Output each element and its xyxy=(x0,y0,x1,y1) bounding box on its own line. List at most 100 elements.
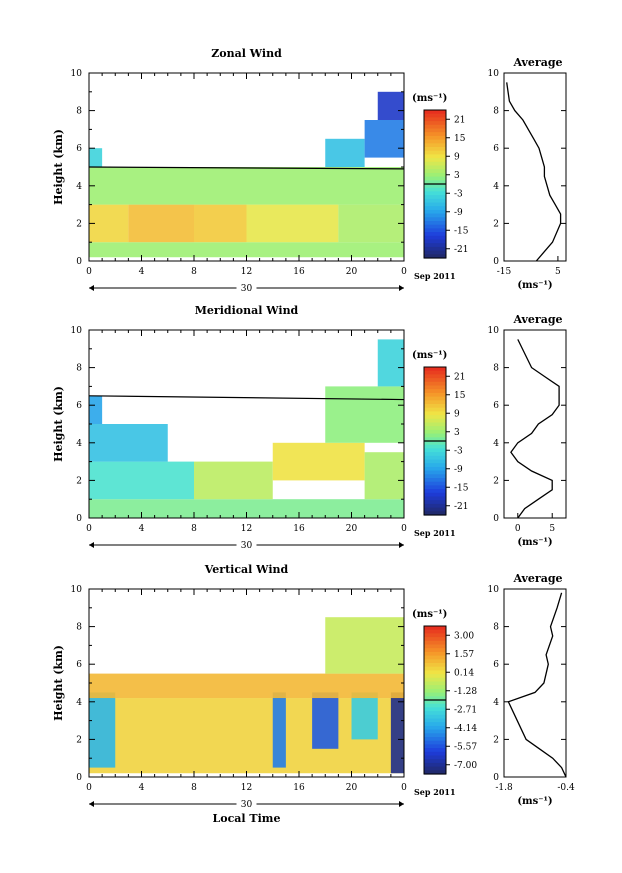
colorbar-band xyxy=(424,441,446,446)
colorbar-tick-label: -15 xyxy=(454,226,469,236)
colorbar-band xyxy=(424,418,446,424)
colorbar-unit: (ms⁻¹) xyxy=(412,609,447,620)
colorbar-tick-label: 3 xyxy=(454,171,460,181)
x-tick-label: 12 xyxy=(241,524,252,534)
day-label-bg xyxy=(236,282,257,293)
avg-y-tick-label: 8 xyxy=(493,364,499,374)
colorbar-band xyxy=(424,674,446,679)
colorbar-band xyxy=(424,478,446,483)
y-tick-label: 6 xyxy=(76,660,82,670)
colorbar-band xyxy=(424,626,446,631)
colorbar-band xyxy=(424,470,446,475)
heatmap-cell xyxy=(272,442,365,481)
avg-x-tick-label: -1.8 xyxy=(495,783,513,793)
avg-y-tick-label: 8 xyxy=(493,623,499,633)
colorbar-tick-label: -15 xyxy=(454,483,469,493)
colorbar-band xyxy=(424,378,446,383)
avg-x-tick-label: 5 xyxy=(549,524,555,534)
y-tick-label: 8 xyxy=(76,623,82,633)
y-axis-label: Height (km) xyxy=(52,386,65,462)
colorbar-band xyxy=(424,400,446,405)
heatmap-cell xyxy=(325,617,404,674)
colorbar-band xyxy=(424,172,446,178)
y-tick-label: 6 xyxy=(76,144,82,154)
x-tick-label: 0 xyxy=(401,524,407,534)
colorbar-band xyxy=(424,692,446,697)
colorbar-band xyxy=(424,381,446,387)
colorbar-band xyxy=(424,143,446,148)
avg-frame xyxy=(503,588,567,778)
colorbar-band xyxy=(424,415,446,420)
day-label: 30 xyxy=(241,284,253,294)
colorbar-band xyxy=(424,367,446,372)
colorbar-band xyxy=(424,448,446,453)
colorbar-band xyxy=(424,158,446,163)
colorbar-tick-label: -9 xyxy=(454,465,463,475)
panel-2: Meridional Wind 0 2 4 6 8 10 Height (km) 0 4 8 12 16… xyxy=(52,304,567,551)
heatmap-cell xyxy=(89,204,129,243)
colorbar-tick-label: -3 xyxy=(454,446,463,456)
x-tick-label: 12 xyxy=(241,267,252,277)
y-tick-label: 6 xyxy=(76,401,82,411)
avg-x-tick-label: -15 xyxy=(497,267,512,277)
colorbar-band xyxy=(424,389,446,394)
colorbar-band xyxy=(424,221,446,226)
colorbar-tick-label: -9 xyxy=(454,208,463,218)
colorbar-tick-label: -7.00 xyxy=(454,761,477,771)
y-tick-label: 4 xyxy=(76,439,82,449)
colorbar-band xyxy=(424,206,446,211)
colorbar-band xyxy=(424,176,446,181)
avg-y-tick-label: 10 xyxy=(488,69,500,79)
date-label: Sep 2011 xyxy=(414,528,456,538)
x-tick-label: 0 xyxy=(86,524,92,534)
avg-y-tick-label: 2 xyxy=(493,735,499,745)
heatmap-cell xyxy=(377,339,404,387)
colorbar-band xyxy=(424,455,446,461)
colorbar-band xyxy=(424,659,446,664)
x-tick-label: 16 xyxy=(293,267,305,277)
colorbar-unit: (ms⁻¹) xyxy=(412,93,447,104)
colorbar-band xyxy=(424,688,446,694)
y-tick-label: 0 xyxy=(76,773,82,783)
colorbar-band xyxy=(424,113,446,118)
colorbar-band xyxy=(424,685,446,690)
avg-profile-line xyxy=(507,592,567,778)
colorbar-tick-label: 9 xyxy=(454,152,460,162)
colorbar-tick-label: 15 xyxy=(454,134,466,144)
x-tick-label: 4 xyxy=(139,783,145,793)
colorbar-band xyxy=(424,629,446,634)
heatmap-cell xyxy=(194,204,247,243)
colorbar-band xyxy=(424,209,446,215)
colorbar-band xyxy=(424,392,446,398)
day-label: 30 xyxy=(241,541,253,551)
colorbar-band xyxy=(424,466,446,472)
y-tick-label: 4 xyxy=(76,698,82,708)
colorbar-band xyxy=(424,224,446,229)
day-label-bg xyxy=(236,798,257,809)
colorbar-band xyxy=(424,485,446,490)
x-tick-label: 8 xyxy=(191,267,197,277)
colorbar-band xyxy=(424,235,446,241)
colorbar-band xyxy=(424,762,446,768)
x-tick-label: 16 xyxy=(293,783,305,793)
avg-title: Average xyxy=(512,56,562,69)
colorbar-band xyxy=(424,411,446,416)
x-tick-label: 0 xyxy=(86,267,92,277)
reference-line xyxy=(88,395,405,401)
colorbar-band xyxy=(424,481,446,486)
y-tick-label: 2 xyxy=(76,476,82,486)
colorbar-band xyxy=(424,121,446,126)
heatmap-cell xyxy=(246,204,339,243)
avg-x-tick-label: 5 xyxy=(555,267,561,277)
x-axis-label: Local Time xyxy=(213,812,281,825)
x-tick-label: 4 xyxy=(139,524,145,534)
avg-profile-line xyxy=(506,82,562,262)
colorbar-band xyxy=(424,198,446,204)
colorbar-band xyxy=(424,500,446,505)
colorbar-band xyxy=(424,161,446,167)
colorbar-band xyxy=(424,670,446,675)
colorbar-tick-label: 3.00 xyxy=(454,631,474,641)
avg-y-tick-label: 8 xyxy=(493,107,499,117)
x-tick-label: 20 xyxy=(346,524,358,534)
